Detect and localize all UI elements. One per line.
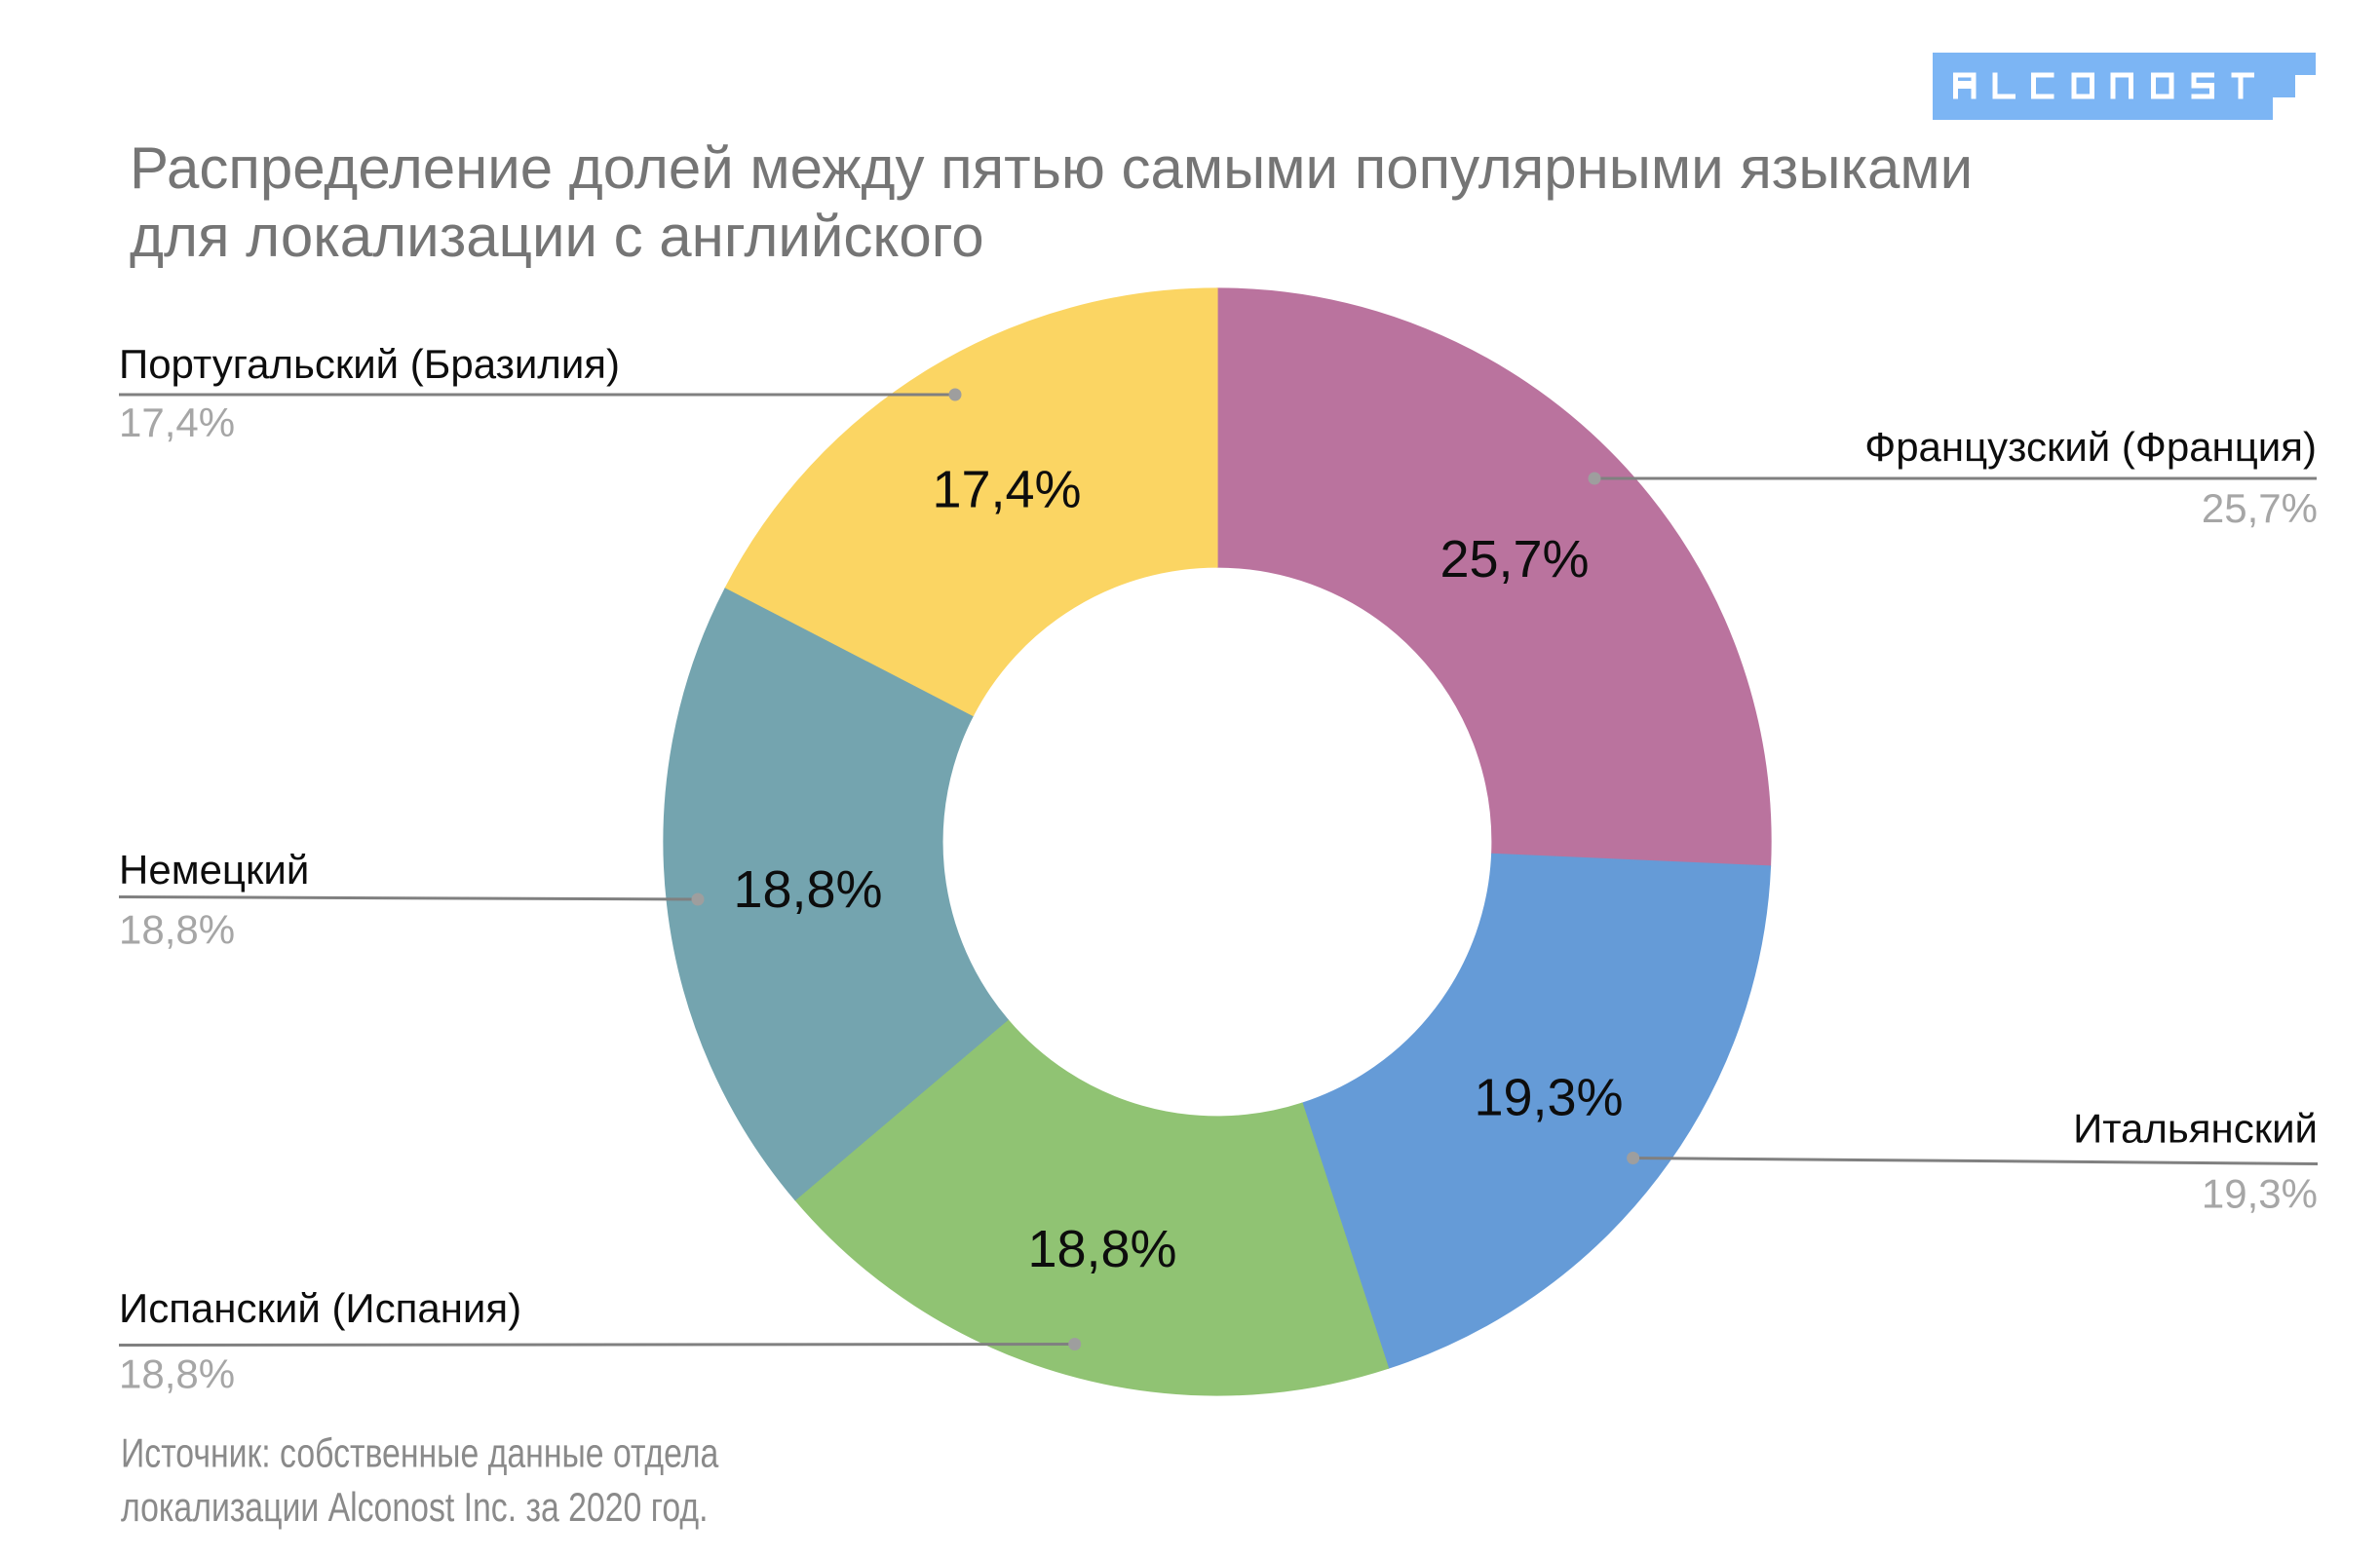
svg-text:18,8%: 18,8% — [1027, 1220, 1176, 1278]
svg-text:Французский (Франция): Французский (Франция) — [1864, 424, 2317, 470]
svg-text:19,3%: 19,3% — [1474, 1069, 1623, 1127]
svg-text:Распределение долей между пять: Распределение долей между пятью самыми п… — [130, 135, 1973, 201]
svg-text:17,4%: 17,4% — [932, 461, 1081, 519]
svg-text:25,7%: 25,7% — [2202, 485, 2318, 531]
svg-text:Итальянский: Итальянский — [2073, 1106, 2318, 1152]
svg-text:18,8%: 18,8% — [119, 907, 235, 953]
svg-text:18,8%: 18,8% — [733, 860, 882, 919]
svg-text:Немецкий: Немецкий — [119, 847, 309, 893]
svg-text:локализации Alconost Inc. за 2: локализации Alconost Inc. за 2020 год. — [121, 1485, 708, 1531]
svg-text:19,3%: 19,3% — [2202, 1171, 2318, 1217]
svg-text:Португальский (Бразилия): Португальский (Бразилия) — [119, 341, 620, 387]
svg-text:18,8%: 18,8% — [119, 1351, 235, 1397]
svg-text:25,7%: 25,7% — [1440, 530, 1589, 589]
svg-text:17,4%: 17,4% — [119, 399, 235, 445]
svg-text:Источник: собственные данные о: Источник: собственные данные отдела — [121, 1430, 719, 1476]
svg-text:Испанский (Испания): Испанский (Испания) — [119, 1285, 521, 1331]
svg-text:для локализации с английского: для локализации с английского — [130, 204, 984, 269]
